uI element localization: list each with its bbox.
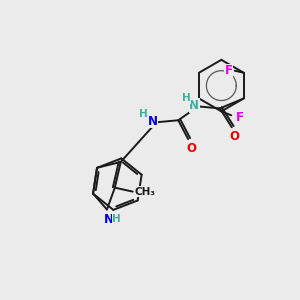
Text: H: H xyxy=(182,94,190,103)
Text: CH₃: CH₃ xyxy=(134,187,155,196)
Text: O: O xyxy=(230,130,240,142)
Text: N: N xyxy=(104,213,114,226)
Text: O: O xyxy=(186,142,196,154)
Text: F: F xyxy=(236,111,244,124)
Text: H: H xyxy=(139,109,148,119)
Text: F: F xyxy=(225,64,233,77)
Text: N: N xyxy=(148,115,158,128)
Text: N: N xyxy=(189,99,199,112)
Text: H: H xyxy=(112,214,121,224)
